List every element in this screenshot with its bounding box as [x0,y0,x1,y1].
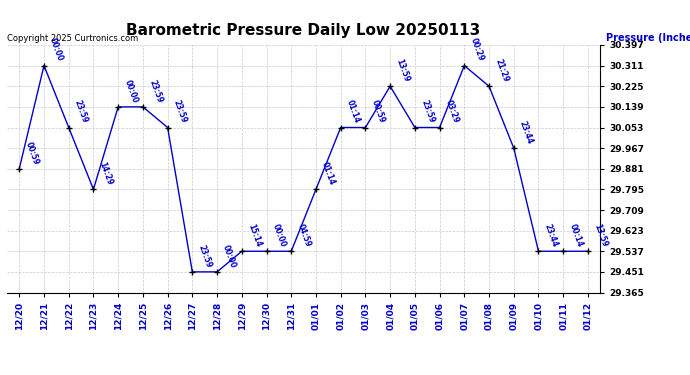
Text: Pressure (Inches/Hg): Pressure (Inches/Hg) [607,33,690,42]
Text: 03:29: 03:29 [444,99,460,125]
Text: 21:29: 21:29 [493,58,510,84]
Text: 00:00: 00:00 [48,37,65,63]
Text: 15:14: 15:14 [246,223,263,249]
Text: 00:00: 00:00 [221,243,238,269]
Text: 23:59: 23:59 [73,99,90,125]
Text: Barometric Pressure Daily Low 20250113: Barometric Pressure Daily Low 20250113 [126,22,481,38]
Text: 23:44: 23:44 [542,223,560,249]
Text: 00:00: 00:00 [270,223,288,249]
Text: 13:59: 13:59 [394,58,411,84]
Text: 01:14: 01:14 [320,161,337,187]
Text: 23:59: 23:59 [419,99,435,125]
Text: Copyright 2025 Curtronics.com: Copyright 2025 Curtronics.com [7,34,138,43]
Text: 00:29: 00:29 [469,37,485,63]
Text: 00:59: 00:59 [370,99,386,125]
Text: 13:59: 13:59 [592,223,609,249]
Text: 14:29: 14:29 [97,161,115,187]
Text: 23:59: 23:59 [197,243,213,269]
Text: 00:14: 00:14 [567,223,584,249]
Text: 23:44: 23:44 [518,120,535,146]
Text: 23:59: 23:59 [172,99,188,125]
Text: 23:59: 23:59 [147,78,164,104]
Text: 01:14: 01:14 [345,99,362,125]
Text: 00:00: 00:00 [122,78,139,104]
Text: 04:59: 04:59 [295,223,312,249]
Text: 00:59: 00:59 [23,140,40,166]
